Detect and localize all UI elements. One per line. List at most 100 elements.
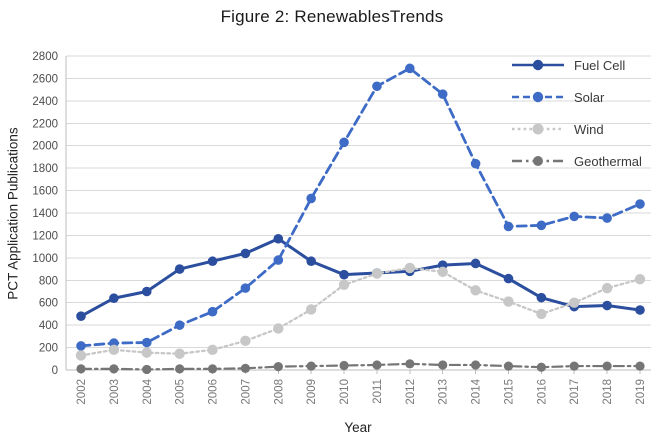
data-point-geothermal-2019 <box>635 361 645 371</box>
data-point-wind-2002 <box>75 350 87 361</box>
x-tick-label: 2003 <box>109 379 121 405</box>
data-point-solar-2014 <box>470 158 481 169</box>
data-point-fuel-cell-2006 <box>207 256 218 267</box>
data-point-fuel-cell-2009 <box>306 256 316 267</box>
x-tick-label: 2010 <box>339 379 351 405</box>
series-wind <box>75 262 646 361</box>
data-point-fuel-cell-2008 <box>273 233 284 244</box>
data-point-solar-2007 <box>240 283 251 293</box>
data-point-fuel-cell-2005 <box>174 264 185 274</box>
series-line-solar <box>79 66 642 348</box>
data-point-geothermal-2016 <box>536 362 546 372</box>
y-tick-label: 600 <box>39 298 58 310</box>
data-point-solar-2018 <box>602 213 612 223</box>
y-tick-label: 1200 <box>32 230 58 242</box>
gridlines <box>66 55 651 371</box>
data-point-geothermal-2004 <box>142 364 152 375</box>
legend: Fuel Cell Solar Wind Geothermal <box>511 54 642 172</box>
y-tick-label: 1600 <box>32 186 58 198</box>
data-point-solar-2009 <box>306 193 316 204</box>
x-tick-labels: 2002 2003 2004 2005 2006 2007 2008 2009 2010 2011… <box>76 370 647 405</box>
data-point-fuel-cell-2015 <box>503 273 514 284</box>
y-tick-label: 2800 <box>32 51 58 63</box>
x-tick-label: 2008 <box>273 379 285 405</box>
data-point-fuel-cell-2002 <box>76 311 86 321</box>
data-point-geothermal-2014 <box>470 360 481 370</box>
series-fuel-cell <box>76 233 645 321</box>
data-point-geothermal-2010 <box>339 360 349 371</box>
data-point-solar-2017 <box>569 211 580 222</box>
data-point-geothermal-2018 <box>602 361 612 371</box>
x-tick-label: 2005 <box>175 379 187 405</box>
data-point-wind-2006 <box>207 344 218 356</box>
data-point-wind-2018 <box>601 282 613 294</box>
data-point-wind-2013 <box>437 266 448 278</box>
y-tick-label: 400 <box>39 320 58 332</box>
series-line-fuel-cell <box>79 237 642 318</box>
y-tick-label: 800 <box>39 275 58 287</box>
data-point-fuel-cell-2014 <box>470 258 481 269</box>
data-point-fuel-cell-2003 <box>109 293 119 304</box>
y-tick-labels: 0 200 400 600 800 1000 1200 1400 1600 1800 2000 220… <box>32 51 58 377</box>
data-point-solar-2008 <box>273 255 284 265</box>
data-point-wind-2011 <box>371 268 383 279</box>
data-point-wind-2017 <box>569 297 580 308</box>
data-point-fuel-cell-2019 <box>635 305 645 315</box>
data-point-geothermal-2005 <box>175 364 185 374</box>
x-tick-label: 2009 <box>306 379 318 405</box>
data-point-geothermal-2008 <box>273 362 283 372</box>
data-point-wind-2009 <box>305 304 317 315</box>
data-point-solar-2019 <box>635 199 645 209</box>
data-point-geothermal-2015 <box>503 361 514 371</box>
data-point-geothermal-2009 <box>306 361 316 371</box>
legend-item-geothermal: Geothermal <box>511 150 642 172</box>
wind-line-marker-icon <box>512 123 564 135</box>
data-point-geothermal-2002 <box>76 364 86 374</box>
y-tick-label: 200 <box>39 343 58 355</box>
legend-label-geothermal: Geothermal <box>574 153 642 169</box>
x-tick-label: 2015 <box>503 379 515 405</box>
legend-item-fuel-cell: Fuel Cell <box>511 54 642 76</box>
series-solar <box>76 63 645 351</box>
data-point-solar-2016 <box>536 220 547 231</box>
legend-item-solar: Solar <box>511 86 642 108</box>
data-point-fuel-cell-2004 <box>141 286 152 297</box>
data-point-fuel-cell-2007 <box>240 248 251 259</box>
data-point-solar-2004 <box>141 337 152 348</box>
data-point-geothermal-2007 <box>240 363 251 373</box>
data-point-geothermal-2017 <box>569 361 579 371</box>
data-point-solar-2005 <box>174 320 185 330</box>
data-point-wind-2012 <box>404 262 416 274</box>
data-point-wind-2010 <box>338 279 350 290</box>
data-point-wind-2016 <box>536 308 547 320</box>
data-point-wind-2005 <box>174 348 185 359</box>
data-point-fuel-cell-2018 <box>602 300 612 311</box>
series-line-wind <box>79 266 642 357</box>
x-tick-label: 2011 <box>372 379 384 404</box>
legend-label-fuel-cell: Fuel Cell <box>574 57 626 73</box>
x-axis-title: Year <box>344 420 372 435</box>
data-point-solar-2012 <box>405 63 415 74</box>
legend-label-solar: Solar <box>574 89 605 105</box>
x-tick-label: 2012 <box>405 379 417 405</box>
data-point-wind-2014 <box>470 285 481 296</box>
y-tick-label: 0 <box>52 365 58 377</box>
data-point-wind-2007 <box>240 335 251 347</box>
data-point-wind-2008 <box>273 323 284 334</box>
y-tick-label: 1800 <box>32 163 58 175</box>
legend-label-wind: Wind <box>574 121 604 137</box>
x-tick-label: 2018 <box>602 379 614 405</box>
fuel-cell-line-marker-icon <box>512 59 564 71</box>
series-geothermal <box>76 359 645 375</box>
x-tick-label: 2004 <box>142 378 154 404</box>
y-tick-label: 2200 <box>32 118 58 130</box>
data-point-solar-2002 <box>76 341 86 351</box>
data-point-solar-2013 <box>437 89 448 99</box>
data-point-geothermal-2011 <box>372 360 382 370</box>
x-tick-label: 2002 <box>76 379 88 405</box>
data-point-solar-2010 <box>339 137 349 148</box>
data-point-geothermal-2012 <box>405 359 415 369</box>
x-tick-label: 2013 <box>438 379 450 405</box>
